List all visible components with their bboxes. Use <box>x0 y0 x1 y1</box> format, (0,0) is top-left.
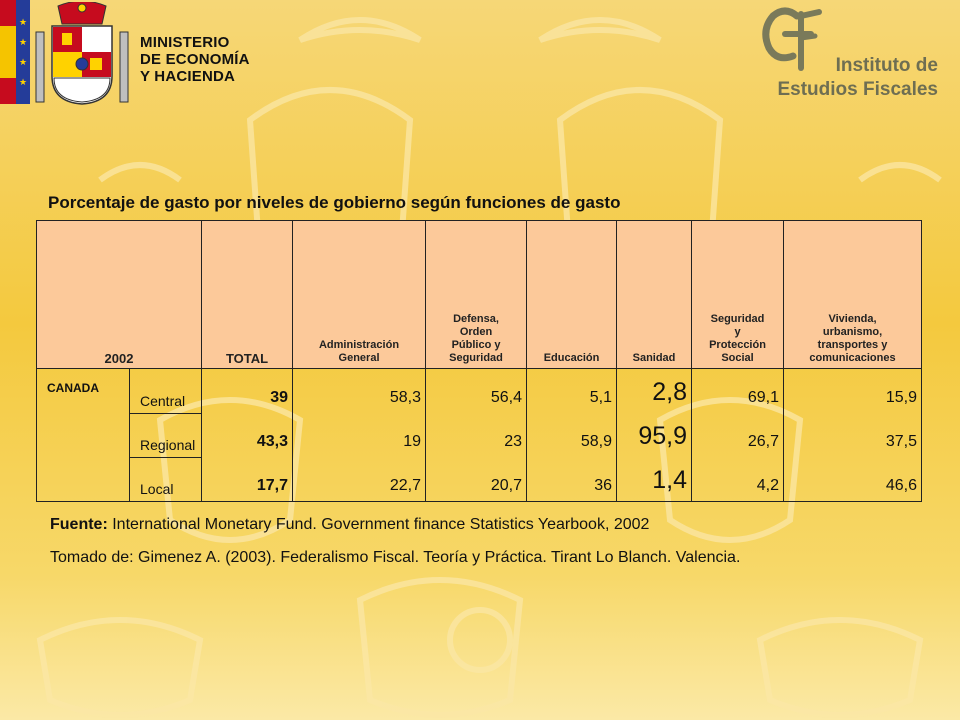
health-cell: 2,8 <box>617 369 692 414</box>
ministry-line-3: Y HACIENDA <box>140 68 250 85</box>
header-social: Seguridad y Protección Social <box>692 221 784 369</box>
admin-cell: 58,3 <box>293 369 426 414</box>
defense-cell: 20,7 <box>426 457 527 502</box>
header-defense: Defensa, Orden Público y Seguridad <box>426 221 527 369</box>
table-row: Local 17,7 22,7 20,7 36 1,4 4,2 46,6 <box>37 457 922 502</box>
health-cell: 1,4 <box>617 457 692 502</box>
total-cell: 17,7 <box>202 457 293 502</box>
source-note: Fuente: International Monetary Fund. Gov… <box>50 516 649 534</box>
institute-name: Instituto de Estudios Fiscales <box>777 54 938 102</box>
housing-cell: 15,9 <box>784 369 922 414</box>
level-cell: Local <box>130 457 202 502</box>
table-row: Regional 43,3 19 23 58,9 95,9 26,7 37,5 <box>37 413 922 457</box>
housing-cell: 46,6 <box>784 457 922 502</box>
institute-line-2: Estudios Fiscales <box>777 78 938 102</box>
header-health: Sanidad <box>617 221 692 369</box>
defense-cell: 23 <box>426 413 527 457</box>
taken-from-note: Tomado de: Gimenez A. (2003). Federalism… <box>50 549 740 567</box>
total-cell: 39 <box>202 369 293 414</box>
health-cell: 95,9 <box>617 413 692 457</box>
total-cell: 43,3 <box>202 413 293 457</box>
spending-table: 2002 TOTAL Administración General Defensa… <box>36 220 922 502</box>
institute-line-1: Instituto de <box>777 54 938 78</box>
admin-cell: 19 <box>293 413 426 457</box>
page-title: Porcentaje de gasto por niveles de gobie… <box>48 193 620 213</box>
ministry-logo-text: MINISTERIO DE ECONOMÍA Y HACIENDA <box>140 34 250 85</box>
level-cell: Central <box>130 369 202 414</box>
spain-eu-flags: ★ ★ ★ ★ <box>0 0 16 104</box>
table-header-row: 2002 TOTAL Administración General Defensa… <box>37 221 922 369</box>
admin-cell: 22,7 <box>293 457 426 502</box>
coat-of-arms-icon <box>32 2 132 106</box>
education-cell: 58,9 <box>527 413 617 457</box>
social-cell: 69,1 <box>692 369 784 414</box>
country-cell: CANADA <box>37 369 130 502</box>
ministry-line-1: MINISTERIO <box>140 34 250 51</box>
source-text: International Monetary Fund. Government … <box>108 516 650 533</box>
defense-cell: 56,4 <box>426 369 527 414</box>
education-cell: 36 <box>527 457 617 502</box>
table-row: CANADA Central 39 58,3 56,4 5,1 2,8 69,1… <box>37 369 922 414</box>
social-cell: 4,2 <box>692 457 784 502</box>
source-label: Fuente: <box>50 516 108 533</box>
social-cell: 26,7 <box>692 413 784 457</box>
ministry-line-2: DE ECONOMÍA <box>140 51 250 68</box>
education-cell: 5,1 <box>527 369 617 414</box>
header-total: TOTAL <box>202 221 293 369</box>
header-admin: Administración General <box>293 221 426 369</box>
header-year: 2002 <box>37 221 202 369</box>
header-education: Educación <box>527 221 617 369</box>
header-housing: Vivienda, urbanismo, transportes y comunica… <box>784 221 922 369</box>
level-cell: Regional <box>130 413 202 457</box>
housing-cell: 37,5 <box>784 413 922 457</box>
